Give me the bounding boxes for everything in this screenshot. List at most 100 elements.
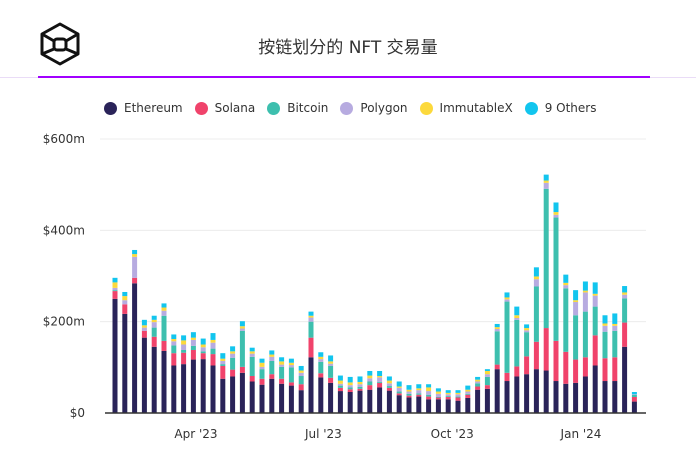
legend-swatch [340,101,354,115]
bar-segment-9-others [141,319,147,326]
bar-segment-ethereum [533,369,539,413]
bar-segment-bitcoin [337,385,343,388]
bar-segment-immutablex [357,381,363,385]
legend-item[interactable]: Bitcoin [267,101,328,115]
bar-segment-immutablex [426,387,432,392]
bar-segment-9-others [484,369,490,371]
bar-segment-polygon [151,322,157,328]
bar-segment-polygon [259,366,265,370]
bar-segment-bitcoin [377,381,383,383]
bar-segment-solana [435,397,441,400]
bar-segment-polygon [484,374,490,377]
bar-segment-bitcoin [151,327,157,337]
bar-segment-9-others [190,332,196,338]
bar-segment-bitcoin [308,321,314,338]
bar-segment-solana [524,356,530,375]
bar-segment-ethereum [475,389,481,413]
bar-segment-9-others [435,388,441,392]
bar-segment-bitcoin [161,315,167,341]
bar-segment-ethereum [298,390,304,413]
bar-segment-immutablex [337,380,343,384]
bar-segment-ethereum [347,391,353,413]
bar-segment-9-others [377,370,383,377]
bar-segment-immutablex [543,180,549,183]
bar-segment-bitcoin [347,387,353,390]
bar-segment-polygon [435,393,441,398]
bar-segment-bitcoin [465,393,471,395]
bar-segment-solana [279,378,285,384]
bar-segment-polygon [220,360,226,365]
bar-segment-bitcoin [426,394,432,397]
legend-label: Bitcoin [287,101,329,115]
bar-segment-bitcoin [563,288,569,352]
bar-segment-polygon [357,384,363,387]
bar-segment-9-others [328,355,334,362]
bar-segment-polygon [112,287,118,291]
stacked-bar-chart: $0 $200m $400m $600m Apr '23 Jul '23 Oct '23 Ja… [43,132,646,441]
bar-segment-polygon [318,359,324,362]
bar-segment-solana [181,352,187,365]
bar-segment-polygon [239,328,245,331]
bar-segment-polygon [171,341,177,346]
bar-segment-solana [514,366,520,377]
bar-segment-9-others [367,370,373,376]
bar-segment-9-others [631,391,637,395]
bar-segment-solana [386,387,392,391]
bar-segment-polygon [122,300,128,305]
bar-segment-polygon [377,377,383,382]
legend-swatch [267,101,281,115]
bar-segment-solana [612,357,618,382]
bar-segment-ethereum [524,374,530,413]
legend-item[interactable]: 9 Others [524,101,596,115]
bar-segment-solana [337,387,343,392]
legend-item[interactable]: Polygon [340,101,408,115]
bar-segment-immutablex [259,362,265,367]
bar-segment-immutablex [524,328,530,331]
bar-segment-solana [122,304,128,314]
bar-segment-bitcoin [200,351,206,354]
legend-item[interactable]: Ethereum [104,101,183,115]
bar-segment-solana [475,386,481,390]
bar-segment-bitcoin [612,330,618,358]
header-divider [38,76,650,78]
bar-segment-immutablex [239,326,245,329]
legend-item[interactable]: Solana [194,101,255,115]
bar-segment-bitcoin [435,397,441,398]
bar-segment-9-others [592,282,598,294]
bar-segment-solana [171,353,177,366]
bar-segment-9-others [259,358,265,363]
bar-segment-solana [288,382,294,386]
legend-swatch [419,101,433,115]
bar-segment-ethereum [622,346,628,413]
bar-segment-ethereum [220,378,226,413]
bar-segment-immutablex [484,370,490,375]
bar-segment-ethereum [455,400,461,413]
bar-segment-9-others [504,292,510,298]
bar-segment-bitcoin [484,376,490,386]
legend-item[interactable]: ImmutableX [419,101,513,115]
bar-segment-immutablex [602,323,608,326]
bar-segment-solana [602,358,608,382]
bar-segment-ethereum [132,283,138,413]
bar-segment-9-others [455,390,461,393]
bar-segment-solana [112,291,118,299]
bar-segment-solana [426,396,432,400]
bar-segment-ethereum [122,313,128,413]
bar-segment-immutablex [622,292,628,295]
bar-segment-polygon [582,292,588,312]
bar-segment-9-others [612,313,618,324]
bar-segment-9-others [347,376,353,383]
bar-segment-9-others [132,249,138,255]
bar-segment-immutablex [210,339,216,343]
bar-segment-ethereum [151,346,157,413]
bar-segment-bitcoin [553,217,559,341]
bar-segment-immutablex [249,351,255,354]
legend-swatch [104,101,117,115]
bar-segment-bitcoin [396,391,402,394]
bar-segment-bitcoin [582,311,588,358]
bar-segment-solana [622,322,628,347]
bar-segment-ethereum [602,381,608,413]
bar-segment-ethereum [161,350,167,413]
bar-segment-immutablex [612,323,618,326]
bar-segment-bitcoin [455,396,461,398]
